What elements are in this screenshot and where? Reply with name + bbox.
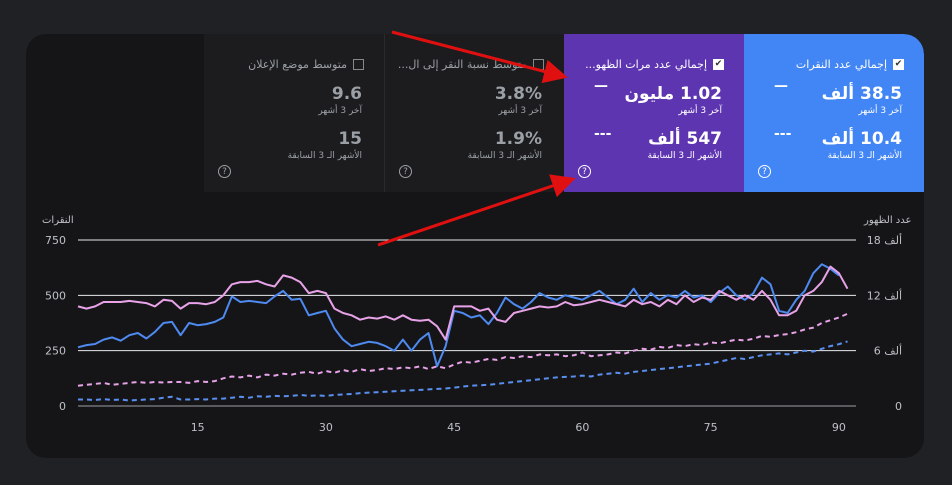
solid-line-legend: — [774, 78, 788, 94]
metric-prev-period: الأشهر الـ 3 السابقة [467, 151, 542, 161]
dashed-line-legend: --- [594, 126, 612, 142]
current-period-line [77, 263, 840, 368]
metric-value: 3.8% [494, 84, 542, 104]
metric-cards: ✔ إجمالي عدد النقرات 38.5 ألف آخر 3 أشهر… [204, 34, 924, 192]
help-icon[interactable]: ? [578, 165, 591, 178]
annotation-arrow [391, 30, 568, 84]
solid-line-legend: — [594, 78, 608, 94]
metric-header: متوسط موضع الإعلان [248, 58, 364, 71]
left-tick-label: 0 [59, 400, 66, 413]
performance-chart: 750 500 250 0 18 ألف 12 ألف 6 ألف 0 15 30 45 60 75 90 [45, 233, 902, 434]
right-tick-label: 18 ألف [867, 233, 902, 247]
help-icon[interactable]: ? [399, 165, 412, 178]
help-icon[interactable]: ? [218, 165, 231, 178]
metric-prev-value: 10.4 ألف [821, 129, 902, 149]
help-icon[interactable]: ? [758, 165, 771, 178]
checkbox-position[interactable] [353, 59, 364, 70]
metric-label: متوسط موضع الإعلان [248, 58, 347, 71]
metric-card-impressions[interactable]: ✔ إجمالي عدد مرات الظهو... 1.02 مليون آخ… [564, 34, 744, 192]
metric-card-ctr[interactable]: متوسط نسبة النقر إلى ال... 3.8% آخر 3 أش… [384, 34, 564, 192]
metric-prev-period: الأشهر الـ 3 السابقة [827, 151, 902, 161]
metric-header: ✔ إجمالي عدد مرات الظهو... [585, 58, 724, 71]
metric-value: 9.6 [331, 84, 362, 104]
metric-prev-value: 547 ألف [648, 129, 722, 149]
previous-period-line [78, 340, 848, 402]
x-tick-label: 60 [575, 421, 589, 434]
performance-panel: ✔ إجمالي عدد النقرات 38.5 ألف آخر 3 أشهر… [26, 34, 924, 458]
checkbox-impressions[interactable]: ✔ [713, 59, 724, 70]
metric-card-clicks[interactable]: ✔ إجمالي عدد النقرات 38.5 ألف آخر 3 أشهر… [744, 34, 924, 192]
metric-card-position[interactable]: متوسط موضع الإعلان 9.6 آخر 3 أشهر 15 الأ… [204, 34, 384, 192]
right-tick-label: 6 ألف [874, 344, 902, 358]
metric-period: آخر 3 أشهر [318, 106, 362, 116]
metric-label: متوسط نسبة النقر إلى ال... [397, 58, 527, 71]
x-tick-label: 15 [191, 421, 205, 434]
current-period-line [77, 265, 849, 341]
metric-value: 38.5 ألف [821, 84, 902, 104]
x-tick-label: 75 [704, 421, 718, 434]
metric-prev-value: 1.9% [494, 129, 542, 149]
right-tick-label: 12 ألف [867, 288, 902, 302]
metric-prev-value: 15 [338, 129, 362, 149]
metric-prev-period: الأشهر الـ 3 السابقة [287, 151, 362, 161]
x-tick-label: 45 [447, 421, 461, 434]
previous-period-line [77, 312, 848, 387]
left-tick-label: 500 [45, 289, 66, 302]
annotation-arrow [377, 174, 576, 247]
x-tick-label: 90 [832, 421, 846, 434]
metric-prev-period: الأشهر الـ 3 السابقة [647, 151, 722, 161]
checkbox-clicks[interactable]: ✔ [893, 59, 904, 70]
dashed-line-legend: --- [774, 126, 792, 142]
metric-label: إجمالي عدد النقرات [795, 58, 887, 71]
metric-period: آخر 3 أشهر [678, 106, 722, 116]
left-tick-label: 750 [45, 234, 66, 247]
metric-value: 1.02 مليون [624, 84, 722, 104]
left-tick-label: 250 [45, 345, 66, 358]
metric-period: آخر 3 أشهر [858, 106, 902, 116]
left-axis-title: النقرات [42, 215, 74, 226]
right-tick-label: 0 [895, 400, 902, 413]
x-tick-label: 30 [319, 421, 333, 434]
metric-label: إجمالي عدد مرات الظهو... [585, 58, 707, 71]
metric-period: آخر 3 أشهر [498, 106, 542, 116]
right-axis-title: عدد الظهور [864, 215, 912, 226]
metric-header: ✔ إجمالي عدد النقرات [796, 58, 904, 71]
